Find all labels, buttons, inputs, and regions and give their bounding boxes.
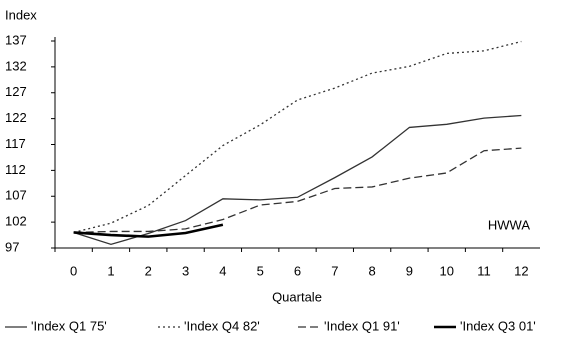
series-line <box>73 223 224 238</box>
x-tick-label: 9 <box>406 263 413 278</box>
x-tick-label: 6 <box>294 263 301 278</box>
legend-label: 'Index Q1 91' <box>324 318 400 333</box>
y-tick-label: 107 <box>5 188 27 203</box>
x-tick-label: 1 <box>107 263 114 278</box>
x-tick-label: 4 <box>219 263 226 278</box>
y-tick-label: 97 <box>5 239 19 254</box>
legend-label: 'Index Q4 82' <box>184 318 260 333</box>
x-tick-label: 8 <box>368 263 375 278</box>
x-tick-label: 5 <box>257 263 264 278</box>
x-tick-label: 2 <box>145 263 152 278</box>
x-axis-label: Quartale <box>272 289 322 304</box>
legend-label: 'Index Q1 75' <box>31 318 107 333</box>
x-tick-label: 11 <box>477 263 491 278</box>
y-tick-label: 122 <box>5 110 27 125</box>
series-line <box>73 40 522 234</box>
y-tick-label: 127 <box>5 84 27 99</box>
series-line <box>73 114 522 246</box>
annotation: HWWA <box>488 217 530 232</box>
x-tick-label: 0 <box>70 263 77 278</box>
y-tick-label: 137 <box>5 32 27 47</box>
y-tick-label: 112 <box>5 162 26 177</box>
y-tick-label: 132 <box>5 58 27 73</box>
y-axis-label: Index <box>5 7 37 22</box>
x-tick-label: 7 <box>331 263 338 278</box>
x-tick-label: 12 <box>514 263 528 278</box>
y-tick-label: 102 <box>5 214 27 229</box>
legend-label: 'Index Q3 01' <box>460 318 536 333</box>
series-line <box>73 147 522 234</box>
x-tick-label: 3 <box>182 263 189 278</box>
y-tick-label: 117 <box>5 136 26 151</box>
x-tick-label: 10 <box>439 263 453 278</box>
